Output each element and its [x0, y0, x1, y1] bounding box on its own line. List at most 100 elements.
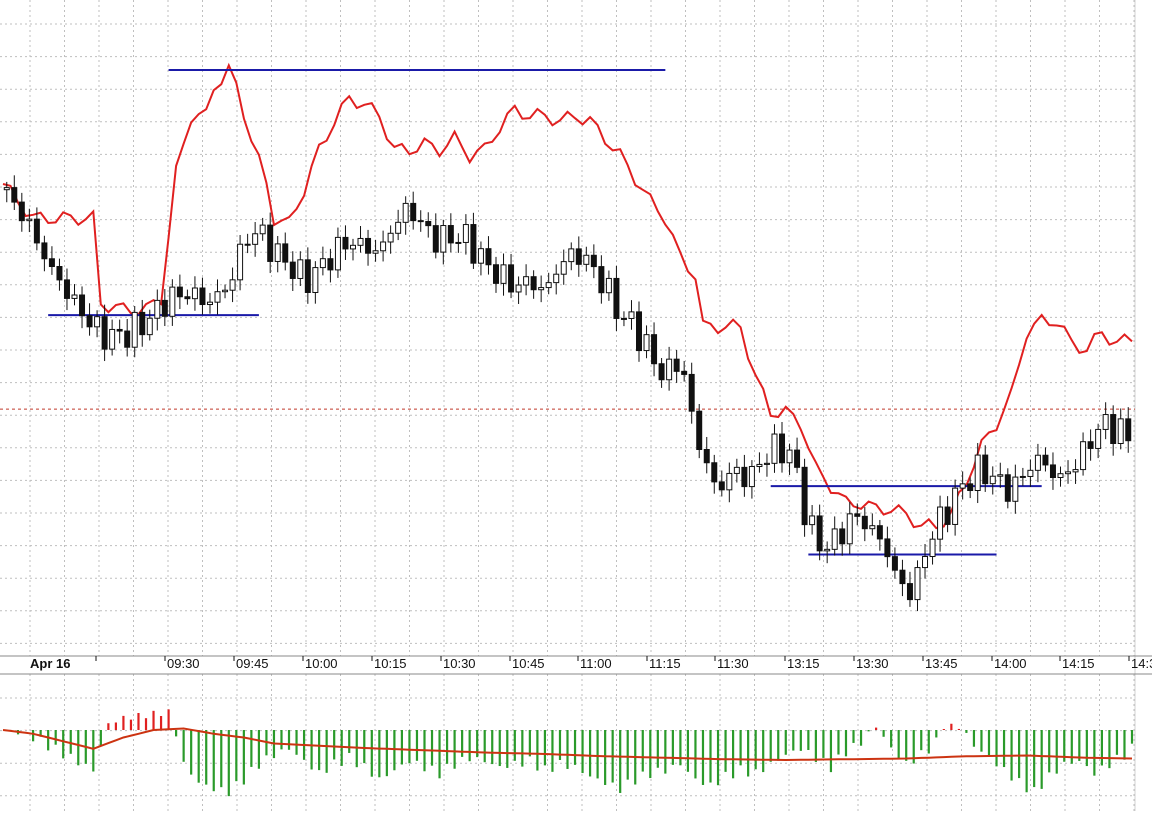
candle-body	[169, 286, 176, 317]
candle-body	[553, 273, 560, 284]
candle-body	[3, 187, 10, 191]
candle-body	[176, 286, 183, 298]
candle-body	[116, 328, 123, 332]
candle-body	[297, 259, 304, 279]
candle-body	[786, 449, 793, 464]
candle-body	[568, 248, 575, 263]
candle-body	[884, 538, 891, 558]
candle-body	[214, 291, 221, 303]
candle-body	[289, 261, 296, 279]
candle-body	[206, 301, 213, 306]
candle-body	[71, 294, 78, 299]
candle-body	[146, 317, 153, 336]
x-tick-label: 09:30	[167, 656, 200, 671]
candlesticks	[3, 175, 1132, 612]
candle-body	[26, 218, 33, 222]
candle-body	[410, 202, 417, 222]
candle-body	[929, 538, 936, 558]
candle-body	[357, 237, 364, 246]
candle-body	[365, 237, 372, 254]
candle-body	[274, 243, 281, 262]
candle-body	[794, 449, 801, 468]
candle-body	[18, 201, 25, 222]
candle-body	[1019, 475, 1026, 478]
candle-body	[395, 221, 402, 234]
candle-body	[989, 475, 996, 485]
candle-body	[628, 311, 635, 319]
candle-body	[1095, 428, 1102, 449]
candle-body	[906, 583, 913, 601]
candle-body	[349, 244, 356, 250]
candle-body	[387, 232, 394, 243]
candle-body	[154, 299, 161, 319]
candle-body	[688, 373, 695, 412]
candle-body	[598, 266, 605, 294]
candle-body	[809, 515, 816, 526]
indicator-series	[2, 62, 1133, 530]
candle-body	[1012, 476, 1019, 502]
candle-body	[763, 462, 770, 465]
candle-body	[899, 569, 906, 585]
candle-body	[79, 294, 86, 317]
candle-body	[1080, 441, 1087, 471]
level-lines	[48, 69, 1042, 556]
candle-body	[959, 483, 966, 489]
candle-body	[342, 236, 349, 250]
candle-body	[229, 279, 236, 291]
candle-body	[681, 370, 688, 375]
candle-body	[530, 276, 537, 291]
candle-body	[304, 259, 311, 293]
candle-body	[575, 248, 582, 265]
candle-body	[937, 506, 944, 540]
candle-body	[282, 243, 289, 263]
candle-body	[1087, 441, 1094, 449]
indicator-line	[2, 62, 1133, 530]
candle-body	[470, 224, 477, 264]
x-tick-label: 14:3	[1131, 656, 1152, 671]
candle-body	[1117, 418, 1124, 444]
candle-body	[590, 254, 597, 268]
candle-body	[199, 287, 206, 306]
candle-body	[63, 279, 70, 299]
candle-body	[944, 506, 951, 525]
candle-body	[380, 241, 387, 252]
candle-body	[756, 463, 763, 468]
candle-body	[139, 311, 146, 336]
x-tick-label: 10:15	[374, 656, 407, 671]
candle-body	[455, 241, 462, 244]
x-tick-label: 13:30	[856, 656, 889, 671]
candle-body	[485, 248, 492, 266]
candle-body	[191, 287, 198, 300]
candle-body	[801, 466, 808, 526]
x-tick-label: 10:30	[443, 656, 476, 671]
candle-body	[726, 472, 733, 491]
candle-body	[703, 449, 710, 464]
candle-body	[620, 317, 627, 320]
candle-body	[447, 225, 454, 244]
candle-body	[846, 513, 853, 545]
candle-body	[222, 289, 229, 293]
candle-body	[334, 236, 341, 271]
candle-body	[1072, 469, 1079, 473]
x-tick-label: 11:00	[580, 656, 612, 671]
x-tick-label: 11:30	[717, 656, 749, 671]
candle-body	[184, 296, 191, 300]
candle-body	[711, 462, 718, 483]
candle-body	[861, 515, 868, 530]
candle-body	[997, 474, 1004, 477]
candle-body	[816, 515, 823, 552]
candle-body	[1034, 454, 1041, 471]
candle-body	[1049, 464, 1056, 478]
candle-body	[824, 548, 831, 552]
candle-body	[651, 334, 658, 365]
candle-body	[41, 242, 48, 260]
candle-body	[425, 221, 432, 227]
candle-body	[854, 513, 861, 517]
candle-body	[56, 266, 63, 281]
candle-body	[477, 248, 484, 264]
candle-body	[560, 261, 567, 275]
candle-body	[748, 466, 755, 488]
candle-body	[500, 264, 507, 284]
candle-body	[33, 218, 40, 244]
